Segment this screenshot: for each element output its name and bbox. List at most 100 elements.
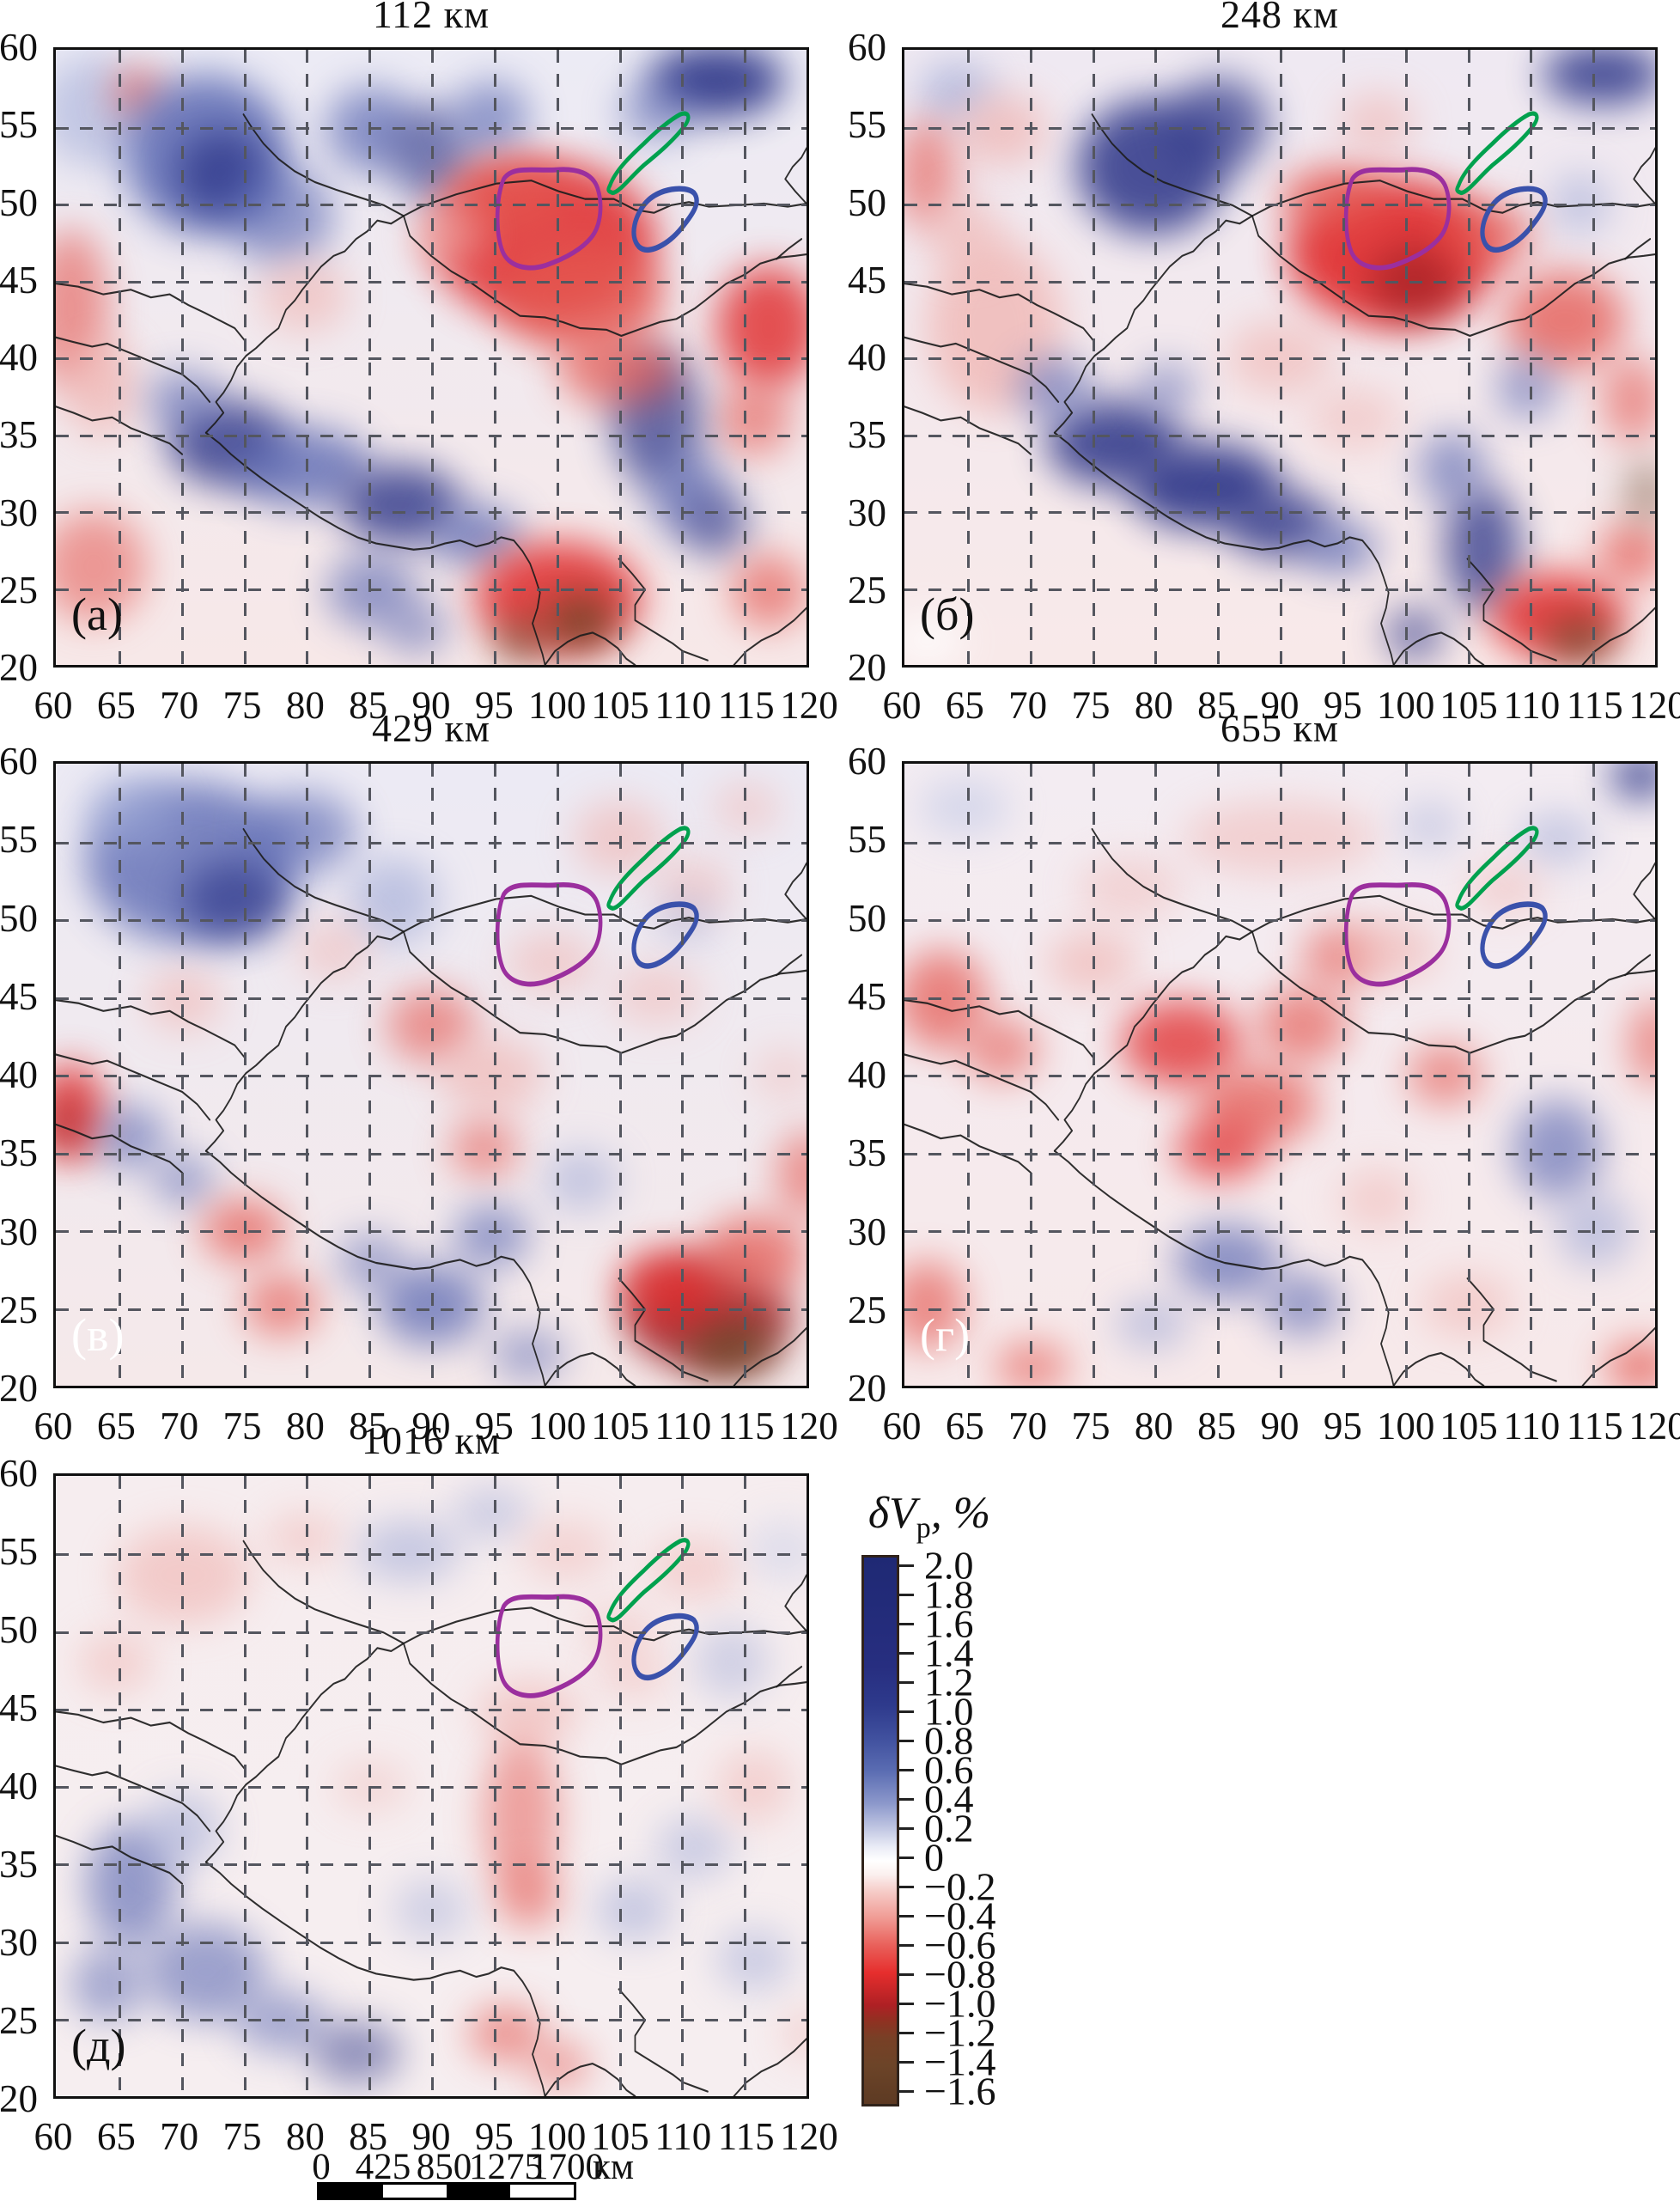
y-tick-mark <box>902 125 904 128</box>
x-tick-mark <box>1654 1386 1657 1388</box>
y-tick-label: 40 <box>848 336 886 379</box>
y-tick-mark <box>53 996 56 998</box>
field-blob <box>648 1538 740 1600</box>
scale-distance-label: 425 <box>355 2147 411 2187</box>
y-tick-mark <box>53 203 56 205</box>
field-blob <box>1047 931 1137 994</box>
y-tick-mark <box>902 664 904 667</box>
map-panel: 1016 км 60 55 50 45 40 35 30 25 20 <box>0 1418 838 2158</box>
blue-region-contour <box>1480 186 1548 253</box>
colorbar-tick-mark <box>898 1857 914 1859</box>
y-tick-mark <box>53 587 56 589</box>
delta-symbol: δ <box>867 1489 890 1538</box>
panel-title: 1016 км <box>362 1418 501 1462</box>
field-blob <box>716 265 807 388</box>
colorbar-tick-mark <box>898 1915 914 1917</box>
scale-distance-label: 1275 <box>469 2147 543 2187</box>
y-tick-mark <box>902 996 904 998</box>
field-blob <box>1257 987 1348 1063</box>
x-tick-mark <box>368 1386 370 1388</box>
y-tick-label: 60 <box>0 1452 38 1495</box>
y-tick-mark <box>53 2095 56 2098</box>
field-blob <box>453 80 529 155</box>
x-tick-label: 120 <box>1628 1405 1680 1448</box>
blue-region-contour <box>631 186 699 253</box>
hangai-dome-contour <box>495 167 603 271</box>
study-contours-layer <box>495 1538 699 1698</box>
y-tick-label: 30 <box>0 1210 38 1253</box>
field-blob <box>904 615 965 665</box>
study-contours-layer <box>495 826 699 987</box>
colorbar-tick-label: 1.8 <box>924 1572 974 1617</box>
field-blob <box>964 1018 1040 1082</box>
field-blob <box>408 204 484 265</box>
y-tick-mark <box>53 1785 56 1788</box>
panel-title: 655 км <box>1220 706 1339 750</box>
x-tick-mark <box>1403 1386 1406 1388</box>
y-tick-mark <box>53 664 56 667</box>
study-contours-layer <box>1343 111 1548 271</box>
field-blob <box>70 1947 146 2022</box>
field-blob <box>85 776 176 851</box>
y-tick-label: 55 <box>848 103 886 147</box>
x-tick-mark <box>555 2096 557 2099</box>
study-contours-layer <box>495 111 699 271</box>
x-tick-label: 105 <box>1440 1405 1498 1448</box>
y-tick-mark <box>902 1307 904 1309</box>
field-blob <box>746 1519 807 1582</box>
y-tick-mark <box>53 1630 56 1632</box>
field-blob <box>682 489 751 558</box>
colorbar-tick-label: −1.0 <box>924 1981 996 2026</box>
y-tick-label: 20 <box>0 2077 38 2120</box>
colorbar-tick-mark <box>898 2061 914 2064</box>
colorbar-tick-mark <box>898 1623 914 1625</box>
y-tick-label: 50 <box>0 896 38 940</box>
hangai-dome-contour <box>495 881 603 987</box>
x-tick-mark <box>1403 665 1406 668</box>
field-blob <box>63 338 139 438</box>
field-blob <box>596 1879 672 1942</box>
colorbar-tick-label: 0.8 <box>924 1718 974 1763</box>
colorbar-tick-label: −0.2 <box>924 1864 996 1909</box>
x-tick-mark <box>1279 1386 1281 1388</box>
y-tick-mark <box>53 1307 56 1309</box>
colorbar-tick-label: 0.6 <box>924 1747 974 1792</box>
x-tick-mark <box>305 2096 307 2099</box>
y-tick-mark <box>53 279 56 282</box>
field-blob <box>251 791 356 873</box>
colorbar-tick-label: 1.6 <box>924 1601 974 1646</box>
y-tick-label: 60 <box>848 740 886 783</box>
field-blob <box>235 1991 326 2053</box>
field-blob <box>348 857 439 944</box>
y-tick-label: 35 <box>0 413 38 457</box>
colorbar-tick-label: 0 <box>924 1835 944 1880</box>
field-blob <box>56 1099 82 1149</box>
y-tick-mark <box>53 1552 56 1555</box>
y-tick-label: 40 <box>0 336 38 379</box>
y-tick-mark <box>53 763 56 765</box>
colorbar-tick-mark <box>898 1798 914 1801</box>
x-tick-mark <box>368 665 370 668</box>
field-blob <box>311 2021 402 2084</box>
field-blob <box>1264 1273 1340 1337</box>
y-tick-label: 55 <box>0 103 38 147</box>
map-panel: 112 км 60 55 50 45 40 35 30 25 20 <box>0 0 838 727</box>
colorbar-tick-mark <box>898 2003 914 2005</box>
field-blob <box>520 1519 612 1582</box>
field-blob <box>1302 523 1378 573</box>
v-symbol: V <box>889 1489 916 1538</box>
y-tick-mark <box>902 1385 904 1387</box>
x-tick-mark <box>1466 665 1469 668</box>
x-tick-mark <box>1091 1386 1093 1388</box>
field-blob <box>716 1748 792 1824</box>
map-plot: (а) <box>53 47 809 668</box>
colorbar-title: δVp, % <box>818 1488 1041 1545</box>
colorbar-tick-label: 1.0 <box>924 1689 974 1734</box>
field-blob <box>490 1329 567 1380</box>
map-panel: 429 км 60 55 50 45 40 35 30 25 20 <box>0 706 838 1448</box>
panel-title: 112 км <box>372 0 490 36</box>
y-tick-label: 45 <box>0 258 38 302</box>
y-tick-label: 35 <box>848 1131 886 1175</box>
field-blob <box>1445 204 1536 265</box>
field-blob <box>183 860 289 942</box>
